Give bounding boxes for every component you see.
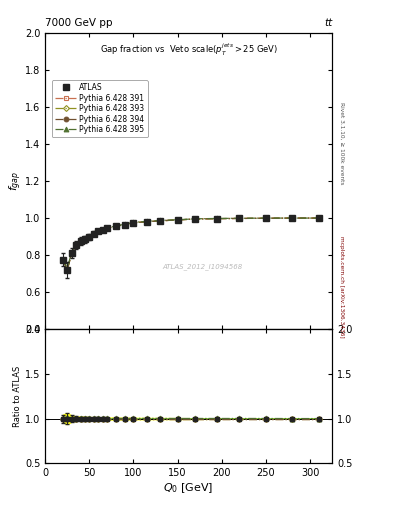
Y-axis label: Ratio to ATLAS: Ratio to ATLAS bbox=[13, 366, 22, 427]
Text: ATLAS_2012_I1094568: ATLAS_2012_I1094568 bbox=[163, 263, 243, 270]
Y-axis label: $f_{gap}$: $f_{gap}$ bbox=[7, 171, 24, 191]
Text: mcplots.cern.ch [arXiv:1306.3436]: mcplots.cern.ch [arXiv:1306.3436] bbox=[339, 236, 344, 337]
Legend: ATLAS, Pythia 6.428 391, Pythia 6.428 393, Pythia 6.428 394, Pythia 6.428 395: ATLAS, Pythia 6.428 391, Pythia 6.428 39… bbox=[52, 80, 147, 137]
Text: Gap fraction vs  Veto scale($p_T^{jets}>$25 GeV): Gap fraction vs Veto scale($p_T^{jets}>$… bbox=[100, 42, 277, 58]
X-axis label: $Q_0$ [GeV]: $Q_0$ [GeV] bbox=[163, 481, 214, 495]
Text: 7000 GeV pp: 7000 GeV pp bbox=[45, 18, 113, 28]
Text: Rivet 3.1.10, ≥ 100k events: Rivet 3.1.10, ≥ 100k events bbox=[339, 102, 344, 185]
Text: tt: tt bbox=[324, 18, 332, 28]
